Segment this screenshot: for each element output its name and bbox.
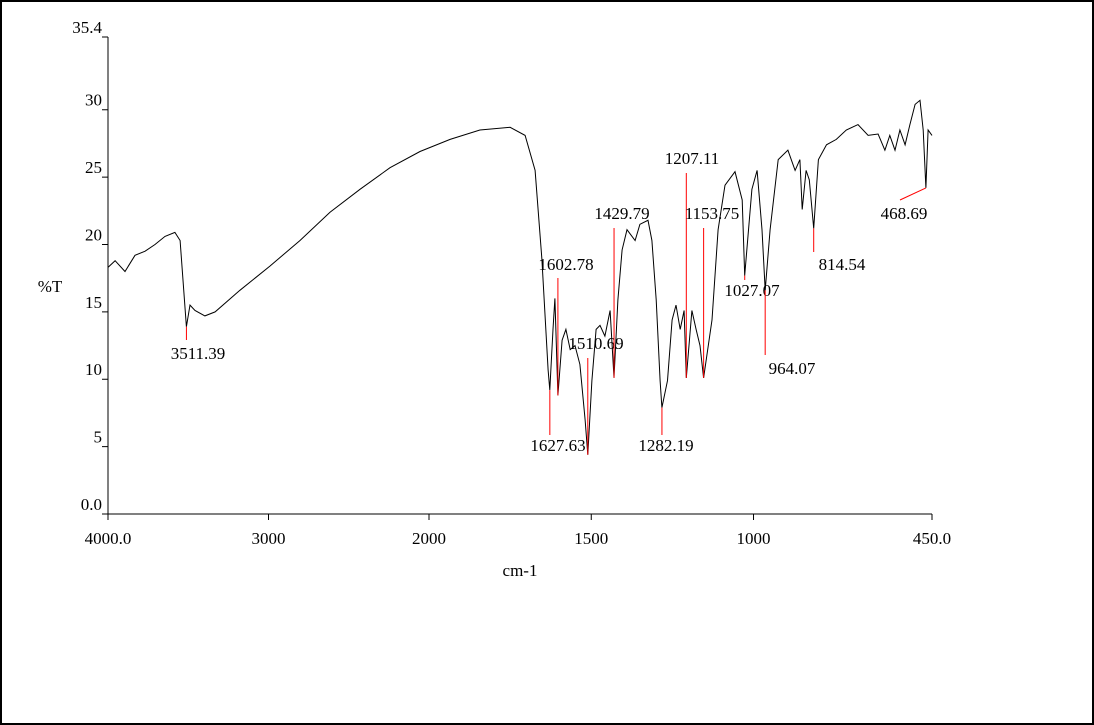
peak-label: 1282.19 (638, 436, 693, 455)
peak-label: 814.54 (819, 255, 866, 274)
y-tick-label: 0.0 (81, 495, 102, 514)
peak-label: 1207.11 (665, 149, 720, 168)
y-tick-label: 20 (85, 225, 102, 244)
x-tick-label: 1500 (574, 529, 608, 548)
x-tick-label: 3000 (252, 529, 286, 548)
peak-label: 1602.78 (538, 255, 593, 274)
peak-label: 468.69 (881, 204, 928, 223)
x-tick-label: 1000 (737, 529, 771, 548)
peak-label: 1429.79 (594, 204, 649, 223)
peak-label: 1027.07 (724, 281, 780, 300)
x-tick-label: 2000 (412, 529, 446, 548)
x-tick-label: 4000.0 (85, 529, 132, 548)
y-tick-label: 25 (85, 158, 102, 177)
peak-label: 1510.69 (568, 334, 623, 353)
peak-label: 1153.75 (685, 204, 740, 223)
frame (1, 1, 1093, 724)
x-axis-label: cm-1 (503, 561, 538, 580)
y-tick-label: 15 (85, 293, 102, 312)
peak-label: 964.07 (769, 359, 816, 378)
y-tick-label: 5 (94, 428, 103, 447)
peak-label: 3511.39 (171, 344, 226, 363)
y-tick-label: 10 (85, 360, 102, 379)
peak-label: 1627.63 (530, 436, 585, 455)
chart: %T cm-1 0.0 5 10 15 20 25 30 35.4 4000.0 3000 2000… (0, 0, 1094, 725)
y-tick-label: 30 (85, 91, 102, 110)
y-axis-label: %T (38, 277, 63, 296)
y-tick-label: 35.4 (72, 18, 102, 37)
x-tick-label: 450.0 (913, 529, 951, 548)
